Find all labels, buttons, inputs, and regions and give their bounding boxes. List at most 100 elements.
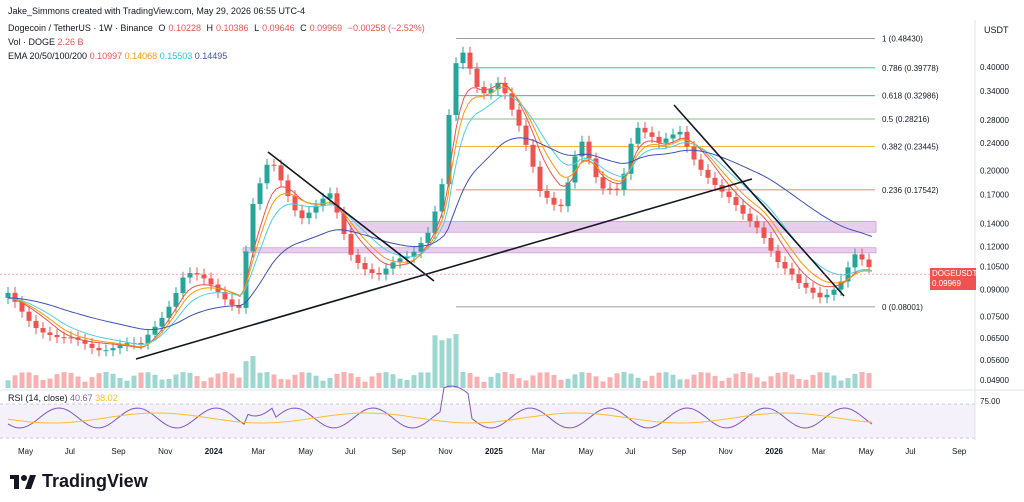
price-tag-time: 2d 14h: [932, 289, 957, 298]
volume-bar: [621, 372, 627, 388]
price-tag: DOGEUSDT 0.09969 2d 14h: [930, 268, 977, 298]
candle-body: [278, 165, 284, 181]
x-tick-label: May: [578, 447, 593, 456]
candle-body: [236, 304, 242, 308]
candle-body: [712, 177, 718, 185]
volume-bar: [593, 376, 599, 388]
ema100-line: [7, 94, 873, 346]
volume-bar: [600, 381, 606, 388]
volume-bar: [558, 379, 564, 388]
volume-bar: [110, 373, 116, 388]
x-tick-label: Nov: [158, 447, 172, 456]
volume-bar: [26, 372, 32, 388]
candle-body: [124, 343, 130, 346]
resistance-trendline: [267, 151, 435, 282]
volume-bar: [75, 376, 81, 388]
candle-body: [572, 156, 578, 183]
candle-body: [838, 281, 844, 290]
volume-bar: [684, 379, 690, 388]
volume-bar: [719, 380, 725, 388]
x-tick-label: Nov: [438, 447, 452, 456]
volume-bar: [397, 378, 403, 388]
volume-bar: [656, 372, 662, 388]
volume-bar: [68, 372, 74, 388]
candle-body: [68, 337, 74, 339]
candle-body: [411, 251, 417, 257]
volume-bar: [264, 372, 270, 388]
volume-bar: [278, 379, 284, 388]
x-tick-label: Sep: [672, 447, 687, 456]
volume-bar: [544, 372, 550, 388]
volume-bar: [243, 361, 249, 388]
volume-bar: [19, 372, 25, 388]
low-value: 0.09646: [262, 23, 295, 33]
volume-bar: [425, 372, 431, 388]
symbol-info: Dogecoin / TetherUS · 1W · Binance O 0.10…: [8, 23, 428, 33]
volume-bar: [271, 374, 277, 388]
y-tick-label: 0.28000: [980, 116, 1009, 125]
candle-body: [649, 132, 655, 137]
volume-bar: [341, 372, 347, 388]
candle-body: [362, 263, 368, 270]
y-tick-label: 0.05600: [980, 356, 1009, 365]
candle-body: [89, 343, 95, 348]
candle-body: [824, 294, 830, 298]
x-tick-label: Mar: [812, 447, 826, 456]
x-tick-label: Jul: [65, 447, 75, 456]
candle-body: [635, 127, 641, 144]
volume-bar: [411, 375, 417, 388]
volume-bar: [124, 380, 130, 388]
volume-bar: [446, 338, 452, 388]
x-tick-label: Sep: [392, 447, 407, 456]
volume-bar: [460, 372, 466, 388]
volume-bar: [355, 377, 361, 388]
ema20-value: 0.10997: [89, 51, 123, 61]
volume-bar: [670, 374, 676, 388]
ema200-value: 0.14495: [194, 51, 228, 61]
candle-body: [103, 350, 109, 352]
candle-body: [488, 89, 494, 94]
volume-bar: [159, 379, 165, 388]
candle-body: [152, 326, 158, 335]
candle-body: [726, 191, 732, 198]
rsi-ma-line: [7, 412, 873, 424]
volume-bar: [803, 379, 809, 388]
candle-body: [355, 254, 361, 264]
candle-body: [383, 268, 389, 275]
volume-bar: [208, 377, 214, 388]
candle-body: [47, 332, 53, 336]
candle-body: [747, 213, 753, 222]
candle-body: [866, 259, 872, 268]
candle-body: [852, 254, 858, 268]
volume-bar: [866, 373, 872, 388]
candle-body: [5, 292, 11, 298]
candle-body: [698, 159, 704, 170]
volume-bar: [103, 372, 109, 388]
candle-body: [208, 278, 214, 285]
volume-bar: [173, 374, 179, 388]
x-tick-label: May: [859, 447, 874, 456]
volume-bar: [502, 372, 508, 388]
volume-bar: [733, 373, 739, 388]
volume-bar: [817, 372, 823, 388]
volume-bar: [5, 380, 11, 388]
candle-body: [600, 177, 606, 189]
volume-bar: [222, 372, 228, 388]
volume-bar: [138, 372, 144, 388]
ema20-line: [7, 82, 873, 349]
candle-body: [495, 82, 501, 90]
candle-body: [12, 292, 18, 302]
open-value: 0.10228: [168, 23, 201, 33]
low-label: L: [254, 23, 260, 33]
fib-label: 0.618 (0.32986): [882, 92, 939, 101]
volume-bar: [586, 372, 592, 388]
candle-body: [537, 166, 543, 191]
volume-bar: [488, 376, 494, 388]
volume-bar: [642, 380, 648, 388]
volume-bar: [467, 373, 473, 388]
candle-body: [523, 125, 529, 145]
candle-body: [376, 272, 382, 275]
y-tick-label: 0.04900: [980, 376, 1009, 385]
tradingview-logo[interactable]: TradingView: [10, 471, 148, 492]
